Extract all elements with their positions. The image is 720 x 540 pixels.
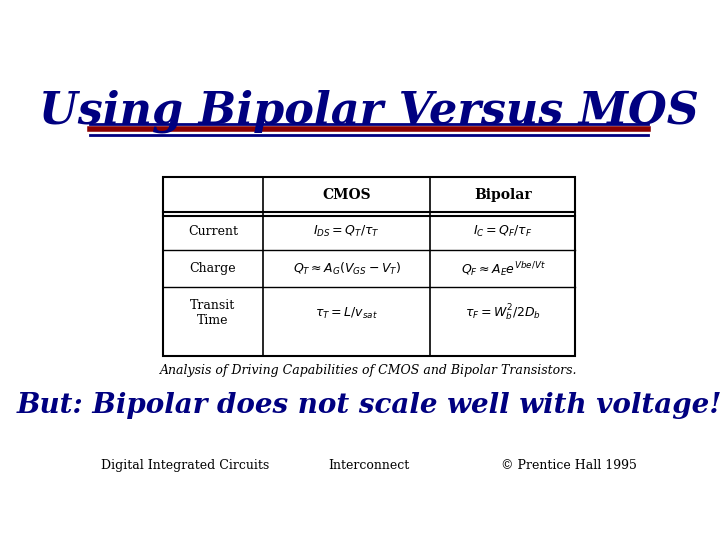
Text: $I_{DS} = Q_T/\tau_T$: $I_{DS} = Q_T/\tau_T$ [313,224,380,239]
Text: $I_C=Q_F/\tau_F$: $I_C=Q_F/\tau_F$ [473,224,533,239]
Text: Transit
Time: Transit Time [190,299,235,327]
Text: Current: Current [188,225,238,238]
Text: Charge: Charge [189,262,236,275]
Text: Interconnect: Interconnect [328,460,410,472]
Text: But: Bipolar does not scale well with voltage!: But: Bipolar does not scale well with vo… [17,392,720,419]
Text: $\tau_F = W_b^2/2D_b$: $\tau_F = W_b^2/2D_b$ [465,303,541,323]
Text: Analysis of Driving Capabilities of CMOS and Bipolar Transistors.: Analysis of Driving Capabilities of CMOS… [161,364,577,377]
Text: CMOS: CMOS [323,188,371,202]
Text: Bipolar: Bipolar [474,188,532,202]
Text: $Q_T\approx A_G(V_{GS}-V_T)$: $Q_T\approx A_G(V_{GS}-V_T)$ [292,260,401,276]
FancyBboxPatch shape [163,177,575,356]
Text: $\tau_T = L/v_{sat}$: $\tau_T = L/v_{sat}$ [315,306,378,321]
Text: Using Bipolar Versus MOS: Using Bipolar Versus MOS [39,90,699,133]
Text: $Q_F\approx A_E e^{Vbe/Vt}$: $Q_F\approx A_E e^{Vbe/Vt}$ [461,260,545,278]
Text: Digital Integrated Circuits: Digital Integrated Circuits [101,460,269,472]
Text: © Prentice Hall 1995: © Prentice Hall 1995 [501,460,637,472]
